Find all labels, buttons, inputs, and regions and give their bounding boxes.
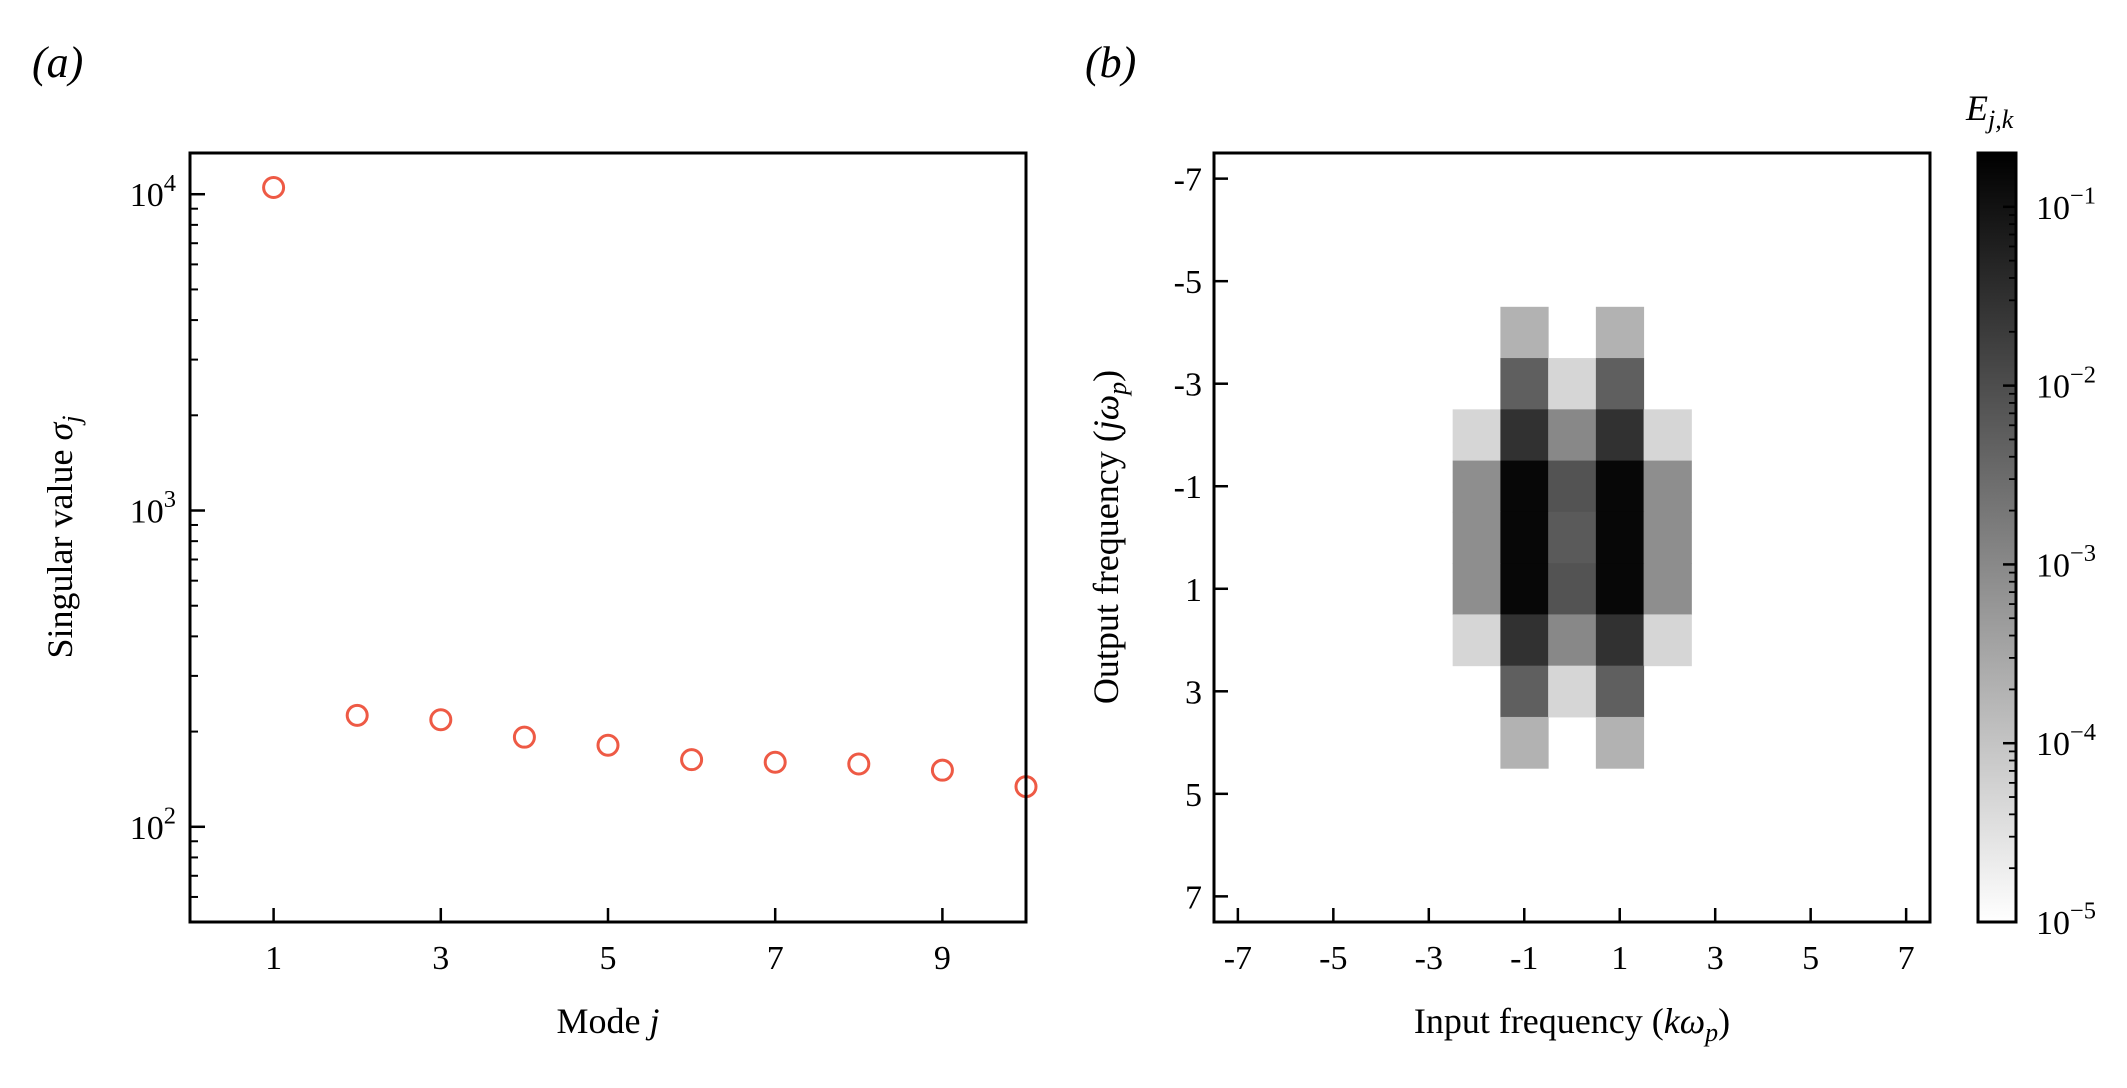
heatmap-cell bbox=[1595, 306, 1645, 359]
colorbar-title: Ej,k bbox=[1965, 88, 2014, 134]
y-tick-label: -5 bbox=[1174, 264, 1202, 301]
heatmap-cell bbox=[1500, 358, 1549, 410]
heatmap-cell bbox=[1548, 563, 1597, 615]
panel-b-heatmap: (b) -7 -5 -3 -1 1 3 5 7 -7 -5 -3 -1 1 3 5 7 Input freq… bbox=[1085, 38, 2096, 1047]
panel-b-cells bbox=[1452, 306, 1692, 769]
colorbar-tick-label: 10−3 bbox=[2036, 540, 2096, 584]
heatmap-cell bbox=[1500, 511, 1549, 564]
y-tick-label: -7 bbox=[1174, 162, 1202, 199]
heatmap-cell bbox=[1500, 716, 1549, 769]
colorbar-tick-label: 10−2 bbox=[2036, 361, 2096, 405]
x-tick-label: 7 bbox=[767, 940, 784, 977]
x-tick-label: -3 bbox=[1415, 940, 1443, 977]
x-tick-label: 9 bbox=[934, 940, 951, 977]
heatmap-cell bbox=[1500, 665, 1549, 718]
colorbar-tick-label: 10−1 bbox=[2036, 183, 2096, 227]
panel-b-frame bbox=[1212, 151, 1932, 924]
y-tick-label: 5 bbox=[1185, 777, 1202, 814]
heatmap-cell bbox=[1595, 563, 1645, 615]
heatmap-cell bbox=[1452, 614, 1501, 667]
heatmap-cell bbox=[1548, 511, 1597, 564]
heatmap-cell bbox=[1500, 563, 1549, 615]
y-tick-label: 102 bbox=[130, 802, 176, 846]
heatmap-cell bbox=[1548, 665, 1597, 718]
heatmap-cell bbox=[1500, 409, 1549, 462]
heatmap-cell bbox=[1643, 409, 1692, 462]
y-tick-label: 104 bbox=[130, 170, 176, 214]
heatmap-cell bbox=[1595, 665, 1645, 718]
heatmap-cell bbox=[1643, 460, 1692, 513]
y-tick-label: 7 bbox=[1185, 879, 1202, 916]
heatmap-cell bbox=[1595, 716, 1645, 769]
heatmap-cell bbox=[1595, 358, 1645, 410]
data-point bbox=[262, 176, 286, 200]
data-point bbox=[847, 752, 871, 776]
heatmap-cell bbox=[1643, 563, 1692, 615]
heatmap-cell bbox=[1500, 306, 1549, 359]
heatmap-cell bbox=[1595, 614, 1645, 667]
data-point bbox=[429, 708, 453, 732]
y-tick-label: 103 bbox=[130, 486, 176, 530]
heatmap-cell bbox=[1595, 409, 1645, 462]
data-point bbox=[345, 703, 369, 727]
x-tick-label: 5 bbox=[1802, 940, 1819, 977]
x-tick-label: 3 bbox=[432, 940, 449, 977]
heatmap-cell bbox=[1595, 511, 1645, 564]
data-point bbox=[596, 733, 620, 757]
data-point bbox=[680, 748, 704, 772]
panel-a-x-ticks: 1 3 5 7 9 bbox=[265, 908, 951, 977]
colorbar-tick-label: 10−5 bbox=[2036, 898, 2096, 942]
panel-a-y-axis-label: Singular value σj bbox=[40, 416, 86, 659]
heatmap-cell bbox=[1500, 460, 1549, 513]
panel-b-x-axis-label: Input frequency (kωp) bbox=[1414, 1001, 1730, 1047]
colorbar-ticks: 10−1 10−2 10−3 10−4 10−5 bbox=[2003, 152, 2096, 942]
data-point bbox=[512, 725, 536, 749]
colorbar-tick-label: 10−4 bbox=[2036, 719, 2096, 763]
data-point bbox=[763, 750, 787, 774]
heatmap-cell bbox=[1452, 409, 1501, 462]
heatmap-cell bbox=[1548, 409, 1597, 462]
x-tick-label: -5 bbox=[1319, 940, 1347, 977]
x-tick-label: 3 bbox=[1707, 940, 1724, 977]
panel-a-markers bbox=[262, 176, 1038, 799]
heatmap-cell bbox=[1548, 358, 1597, 410]
panel-a-y-ticks: 102 103 104 bbox=[130, 170, 205, 923]
heatmap-cell bbox=[1452, 511, 1501, 564]
colorbar-gradient bbox=[1976, 151, 2018, 924]
y-tick-label: 1 bbox=[1185, 572, 1202, 609]
heatmap-cell bbox=[1452, 460, 1501, 513]
heatmap-cell bbox=[1548, 614, 1597, 667]
heatmap-cell bbox=[1643, 614, 1692, 667]
x-tick-label: 5 bbox=[600, 940, 617, 977]
x-tick-label: -1 bbox=[1510, 940, 1538, 977]
panel-b-label: (b) bbox=[1085, 38, 1136, 87]
panel-a-frame bbox=[188, 151, 1028, 924]
heatmap-cell bbox=[1500, 614, 1549, 667]
x-tick-label: 7 bbox=[1898, 940, 1915, 977]
heatmap-cell bbox=[1452, 563, 1501, 615]
x-tick-label: 1 bbox=[265, 940, 282, 977]
data-point bbox=[930, 758, 954, 782]
y-tick-label: -1 bbox=[1174, 469, 1202, 506]
heatmap-cell bbox=[1643, 511, 1692, 564]
panel-a-x-axis-label: Mode j bbox=[556, 1001, 659, 1041]
y-tick-label: 3 bbox=[1185, 674, 1202, 711]
panel-b-x-ticks: -7 -5 -3 -1 1 3 5 7 bbox=[1224, 908, 1915, 977]
heatmap-cell bbox=[1548, 460, 1597, 513]
panel-b-y-ticks: -7 -5 -3 -1 1 3 5 7 bbox=[1174, 162, 1228, 916]
x-tick-label: -7 bbox=[1224, 940, 1252, 977]
panel-b-y-axis-label: Output frequency (jωp) bbox=[1086, 370, 1132, 704]
y-tick-label: -3 bbox=[1174, 367, 1202, 404]
panel-a-label: (a) bbox=[32, 38, 83, 87]
panel-a-singular-values: (a) 1 3 5 7 9 102 103 104 Mode j Singular valu… bbox=[32, 38, 1038, 1041]
heatmap-cell bbox=[1595, 460, 1645, 513]
x-tick-label: 1 bbox=[1611, 940, 1628, 977]
